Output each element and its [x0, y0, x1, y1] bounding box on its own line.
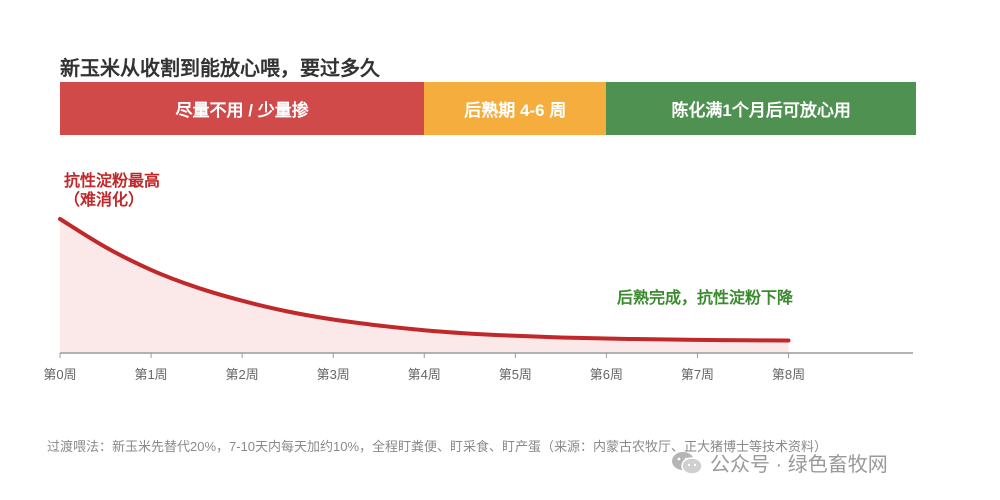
annotation-end: 后熟完成，抗性淀粉下降 — [617, 288, 794, 307]
x-tick-label-1: 第1周 — [134, 367, 167, 382]
annotation-start-line2: （难消化） — [64, 190, 144, 209]
x-tick-label-0: 第0周 — [43, 367, 76, 382]
x-tick-label-6: 第6周 — [590, 367, 623, 382]
x-tick-label-4: 第4周 — [408, 367, 441, 382]
wechat-icon — [672, 451, 703, 475]
stage-bands: 尽量不用 / 少量掺 后熟期 4-6 周陈化满1个月后可放心用 — [60, 82, 916, 135]
x-tick-label-7: 第7周 — [681, 367, 714, 382]
stage-band-0: 尽量不用 / 少量掺 — [60, 82, 425, 135]
annotation-start-line1: 抗性淀粉最高 — [64, 171, 160, 190]
page-title: 新玉米从收割到能放心喂，要过多久 — [60, 58, 380, 80]
stage-band-1: 后熟期 4-6 周 — [424, 82, 607, 135]
x-tick-label-2: 第2周 — [226, 367, 259, 382]
watermark-text: 公众号 · 绿色畜牧网 — [710, 454, 888, 476]
series-line — [58, 217, 791, 343]
footnote: 过渡喂法：新玉米先替代20%，7-10天内每天加约10%，全程盯粪便、盯采食、盯… — [47, 439, 828, 454]
x-tick-label-5: 第5周 — [499, 367, 532, 382]
area-fill — [60, 219, 789, 353]
x-tick-label-3: 第3周 — [317, 367, 350, 382]
stage-band-2: 陈化满1个月后可放心用 — [606, 82, 916, 135]
watermark: 公众号 · 绿色畜牧网 — [670, 448, 888, 477]
x-tick-label-8: 第8周 — [772, 367, 805, 382]
